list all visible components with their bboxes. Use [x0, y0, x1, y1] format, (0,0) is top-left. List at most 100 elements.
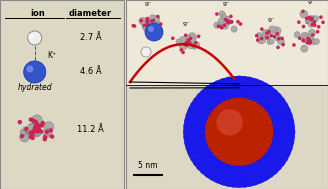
- Circle shape: [202, 101, 214, 113]
- Circle shape: [265, 36, 269, 40]
- Circle shape: [203, 85, 219, 101]
- Circle shape: [34, 129, 41, 136]
- Circle shape: [146, 20, 151, 25]
- Circle shape: [132, 24, 135, 27]
- Circle shape: [260, 96, 272, 108]
- Circle shape: [319, 15, 323, 19]
- Circle shape: [183, 124, 199, 140]
- Circle shape: [263, 160, 279, 175]
- Circle shape: [30, 126, 39, 136]
- Circle shape: [279, 124, 295, 140]
- Circle shape: [216, 78, 232, 94]
- Circle shape: [226, 76, 242, 92]
- Circle shape: [29, 33, 33, 39]
- Circle shape: [27, 124, 37, 135]
- Circle shape: [28, 31, 42, 45]
- Circle shape: [278, 114, 294, 130]
- Circle shape: [36, 123, 40, 128]
- Circle shape: [193, 129, 205, 141]
- Circle shape: [186, 36, 190, 40]
- Circle shape: [227, 165, 239, 177]
- Circle shape: [259, 85, 275, 101]
- Circle shape: [24, 127, 29, 131]
- Circle shape: [206, 155, 218, 167]
- Circle shape: [241, 171, 257, 187]
- Circle shape: [263, 88, 279, 104]
- Circle shape: [150, 19, 154, 23]
- Circle shape: [278, 134, 294, 150]
- Circle shape: [251, 80, 267, 96]
- Circle shape: [233, 86, 245, 98]
- Circle shape: [304, 39, 309, 44]
- Text: 5 nm: 5 nm: [138, 161, 158, 170]
- Circle shape: [301, 39, 305, 42]
- Circle shape: [216, 90, 228, 102]
- Circle shape: [245, 164, 257, 176]
- Circle shape: [270, 96, 286, 112]
- Circle shape: [216, 162, 228, 174]
- Circle shape: [45, 129, 51, 135]
- Circle shape: [185, 43, 189, 47]
- Circle shape: [184, 43, 187, 46]
- Bar: [126, 0, 328, 189]
- Circle shape: [156, 15, 160, 18]
- Circle shape: [222, 14, 227, 19]
- Circle shape: [198, 106, 211, 118]
- Circle shape: [192, 96, 208, 112]
- Circle shape: [212, 168, 228, 184]
- Circle shape: [193, 123, 205, 135]
- Circle shape: [301, 32, 309, 40]
- Circle shape: [309, 18, 314, 23]
- Circle shape: [277, 37, 280, 40]
- Circle shape: [194, 117, 206, 129]
- Circle shape: [146, 20, 150, 23]
- Circle shape: [221, 164, 233, 176]
- Circle shape: [194, 42, 200, 48]
- Circle shape: [187, 143, 203, 159]
- Circle shape: [181, 51, 185, 54]
- Circle shape: [308, 16, 312, 20]
- Circle shape: [188, 41, 192, 45]
- Circle shape: [20, 134, 24, 138]
- Circle shape: [184, 134, 200, 150]
- Circle shape: [220, 26, 224, 29]
- Circle shape: [171, 36, 174, 40]
- Circle shape: [33, 125, 39, 131]
- Text: 9⁻: 9⁻: [144, 2, 152, 8]
- Circle shape: [195, 92, 212, 108]
- Circle shape: [207, 82, 223, 98]
- Circle shape: [236, 172, 252, 187]
- Circle shape: [18, 120, 22, 124]
- Circle shape: [159, 22, 163, 26]
- Circle shape: [309, 36, 314, 40]
- Circle shape: [152, 19, 155, 22]
- Circle shape: [226, 19, 230, 23]
- Circle shape: [239, 22, 242, 26]
- Circle shape: [218, 17, 226, 25]
- Circle shape: [179, 48, 183, 52]
- Circle shape: [139, 19, 143, 22]
- Circle shape: [187, 38, 191, 42]
- Circle shape: [206, 96, 218, 108]
- Circle shape: [43, 137, 47, 141]
- Circle shape: [236, 76, 252, 92]
- Circle shape: [230, 20, 234, 24]
- Circle shape: [230, 20, 233, 23]
- Circle shape: [310, 17, 316, 23]
- Circle shape: [146, 22, 150, 26]
- Circle shape: [268, 106, 280, 118]
- Circle shape: [180, 36, 186, 43]
- Circle shape: [281, 43, 285, 46]
- Text: ion: ion: [30, 9, 45, 19]
- Circle shape: [39, 129, 43, 134]
- Circle shape: [30, 132, 34, 137]
- Circle shape: [145, 19, 149, 23]
- Circle shape: [43, 135, 47, 139]
- Circle shape: [277, 38, 284, 45]
- Circle shape: [239, 86, 251, 98]
- Circle shape: [231, 172, 247, 188]
- Circle shape: [226, 20, 229, 24]
- Circle shape: [308, 21, 315, 27]
- Circle shape: [246, 170, 262, 185]
- Circle shape: [197, 35, 200, 38]
